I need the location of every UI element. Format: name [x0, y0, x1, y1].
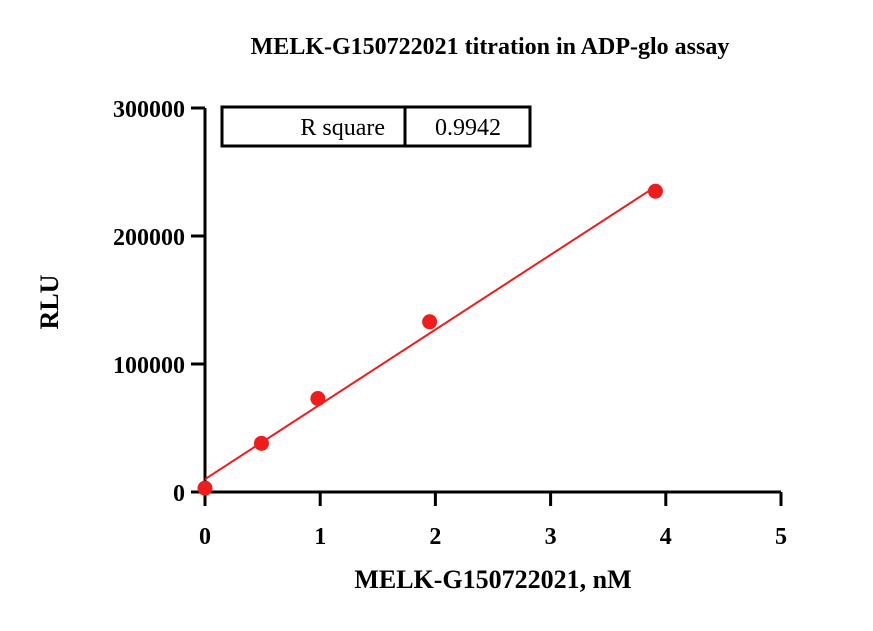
x-tick-label: 5 [775, 524, 787, 550]
data-point [253, 435, 269, 451]
stats-value: 0.9942 [435, 115, 501, 141]
y-tick-label: 0 [173, 481, 185, 507]
x-tick-label: 3 [545, 524, 557, 550]
stats-table: R square 0.9942 [220, 105, 532, 148]
chart-title: MELK-G150722021 titration in ADP-glo ass… [251, 34, 730, 60]
y-tick-label: 200000 [113, 225, 185, 251]
data-point [310, 391, 326, 407]
x-tick-label: 0 [199, 524, 211, 550]
y-tick-label: 100000 [113, 353, 185, 379]
plot-area: 0 100000 200000 300000 0 1 2 3 4 5 [113, 97, 787, 550]
x-tick-label: 2 [429, 524, 441, 550]
x-tick-label: 4 [660, 524, 672, 550]
y-tick-label: 300000 [113, 97, 185, 123]
stats-table-border [220, 105, 532, 148]
fit-line [204, 185, 656, 481]
x-tick-label: 1 [314, 524, 326, 550]
data-point [422, 314, 438, 330]
x-axis-title: MELK-G150722021, nM [354, 565, 631, 594]
stats-label: R square [300, 115, 385, 141]
y-axis-title: RLU [35, 274, 64, 329]
data-point [197, 480, 213, 496]
data-point [647, 183, 663, 199]
